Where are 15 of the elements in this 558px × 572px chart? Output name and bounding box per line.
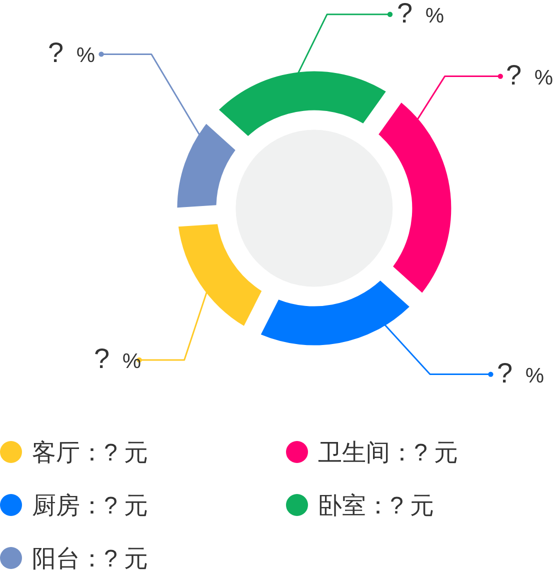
value-label: ? % — [397, 0, 444, 28]
legend-label: 厨房：? 元 — [32, 492, 148, 520]
legend-label: 卫生间：? 元 — [318, 440, 458, 466]
value-label: ? % — [94, 343, 141, 374]
legend-item: 客厅：? 元 — [0, 440, 148, 466]
legend-item: 阳台：? 元 — [0, 546, 148, 572]
legend-item: 厨房：? 元 — [0, 492, 148, 520]
value-label: ? % — [497, 357, 544, 388]
value-label: ? % — [506, 59, 554, 90]
legend-label: 客厅：? 元 — [32, 440, 148, 466]
legend-item: 卫生间：? 元 — [286, 440, 458, 466]
legend-label: 阳台：? 元 — [32, 546, 148, 572]
legend-label: 卧室：? 元 — [318, 492, 434, 520]
value-label: ? % — [48, 37, 95, 68]
legend-item: 卧室：? 元 — [286, 492, 434, 520]
